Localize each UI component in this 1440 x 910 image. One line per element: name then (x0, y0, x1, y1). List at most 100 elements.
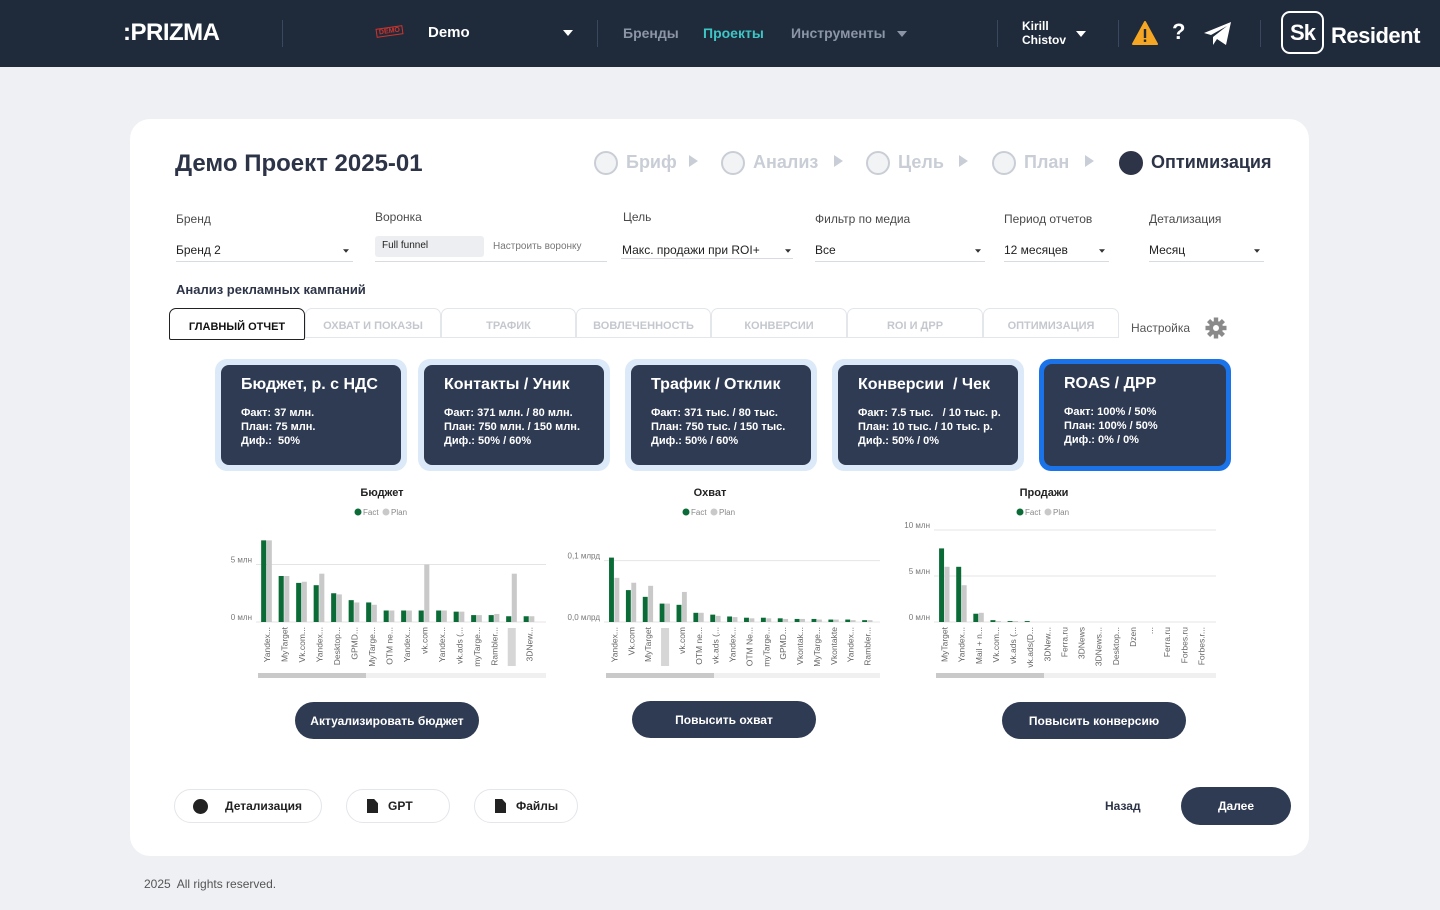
step[interactable]: План (1024, 152, 1070, 172)
section-title: Анализ рекламных кампаний (176, 282, 366, 297)
kpi-card[interactable]: ROAS / ДРР Факт: 100% / 50% План: 100% / 5… (1039, 359, 1231, 471)
step-arrow (1085, 155, 1094, 167)
filter-underline (375, 261, 607, 262)
caret (563, 30, 573, 36)
separator (597, 20, 598, 47)
step[interactable]: Цель (898, 152, 944, 172)
step[interactable]: Бриф (626, 152, 677, 172)
telegram-icon[interactable] (1203, 21, 1233, 47)
step-arrow (959, 155, 968, 167)
filter-underline (815, 261, 985, 262)
footer-button[interactable]: GPT (346, 789, 450, 823)
warning-icon[interactable] (1132, 21, 1158, 45)
filter-label: Цель (623, 210, 652, 224)
tab[interactable]: ТРАФИК (441, 308, 576, 338)
user-last[interactable]: Chistov (1022, 33, 1067, 47)
filter-underline (176, 261, 353, 262)
partner-name[interactable]: Resident (1331, 23, 1420, 48)
filter-value[interactable]: Все (815, 243, 836, 257)
footer-button[interactable]: Детализация (174, 789, 322, 823)
filter-label: Период отчетов (1004, 212, 1093, 226)
settings-label[interactable]: Настройка (1131, 321, 1191, 335)
logo[interactable]: :PRIZMA (123, 19, 220, 46)
partner-mark: Sk (1290, 19, 1316, 45)
file-icon (367, 799, 378, 813)
filter-value[interactable]: Бренд 2 (176, 243, 221, 257)
kpi-card[interactable]: Бюджет, р. с НДС Факт: 37 млн. План: 75 мл… (215, 359, 407, 471)
kpi-card[interactable]: Конверсии / Чек Факт: 7.5 тыс. / 10 тыс. … (832, 359, 1024, 471)
button-label: Файлы (516, 799, 559, 813)
caret (1076, 31, 1086, 37)
tab-label: ГЛАВНЫЙ ОТЧЕТ (188, 321, 286, 333)
step-arrow (689, 155, 698, 167)
tab[interactable]: ROI И ДРР (847, 308, 983, 338)
funnel-chip[interactable] (375, 236, 484, 257)
nav-link[interactable]: Бренды (623, 25, 679, 41)
kpi-line: План: 10 тыс. / 10 тыс. р. (858, 421, 993, 433)
filter-label: Детализация (1149, 212, 1222, 226)
back-button[interactable]: Назад (1105, 799, 1141, 813)
partner-logo[interactable]: Sk (1281, 11, 1324, 54)
filter-value[interactable]: Месяц (1149, 243, 1186, 257)
funnel-value[interactable]: Full funnel (382, 240, 429, 251)
footer-button[interactable]: Файлы (474, 789, 578, 823)
chart-action-button[interactable]: Повысить конверсию (1002, 702, 1186, 739)
chart-action-button[interactable]: Актуализировать бюджет (295, 702, 479, 739)
copyright: 2025 All rights reserved. (144, 877, 277, 891)
kpi-line: Факт: 371 тыс. / 80 тыс. (651, 407, 778, 419)
step[interactable]: Оптимизация (1151, 152, 1272, 172)
tab[interactable]: ОПТИМИЗАЦИЯ (983, 308, 1119, 338)
kpi-body: Трафик / Отклик Факт: 371 тыс. / 80 тыс. П… (631, 365, 811, 465)
tab-label: КОНВЕРСИИ (744, 320, 814, 332)
info-icon (193, 798, 208, 814)
kpi-line: План: 100% / 50% (1064, 420, 1158, 432)
kpi-line: Факт: 7.5 тыс. / 10 тыс. р. (858, 407, 1001, 419)
kpi-line: План: 750 млн. / 150 млн. (444, 421, 581, 433)
filter-value[interactable]: 12 месяцев (1004, 243, 1068, 257)
kpi-title: Бюджет, р. с НДС (241, 376, 378, 393)
tab[interactable]: КОНВЕРСИИ (711, 308, 847, 338)
tab-label: ОХВАТ И ПОКАЗЫ (323, 320, 423, 332)
user-first[interactable]: Kirill (1022, 19, 1049, 33)
funnel-plus (472, 238, 478, 248)
nav-link[interactable]: Проекты (703, 25, 764, 41)
settings-gear[interactable] (1205, 317, 1227, 339)
tab[interactable]: ОХВАТ И ПОКАЗЫ (305, 308, 441, 338)
button-label: Актуализировать бюджет (310, 713, 464, 728)
filter-label: Фильтр по медиа (815, 212, 911, 226)
button-label: Далее (1217, 799, 1255, 813)
filter-underline (1149, 261, 1264, 262)
kpi-line: Диф.: 50% / 60% (651, 435, 739, 447)
tab[interactable]: ГЛАВНЫЙ ОТЧЕТ (169, 308, 305, 340)
kpi-title: Трафик / Отклик (651, 376, 781, 393)
filter-value[interactable]: Макс. продажи при ROI+ (622, 243, 760, 257)
button-label: Повысить конверсию (1028, 713, 1160, 728)
step[interactable]: Анализ (753, 152, 819, 172)
help-icon[interactable]: ? (1172, 19, 1186, 44)
kpi-line: Диф.: 50% / 60% (444, 435, 532, 447)
funnel-action[interactable]: Настроить воронку (493, 241, 582, 252)
step-icon (992, 151, 1016, 175)
tab[interactable]: ВОВЛЕЧЕННОСТЬ (576, 308, 711, 338)
kpi-body: ROAS / ДРР Факт: 100% / 50% План: 100% / 5… (1044, 364, 1226, 466)
tab-label: ОПТИМИЗАЦИЯ (1007, 320, 1095, 332)
button-label: Детализация (225, 799, 302, 813)
kpi-line: План: 750 тыс. / 150 тыс. (651, 421, 786, 433)
gear-glyph (1205, 317, 1227, 339)
kpi-card[interactable]: Трафик / Отклик Факт: 371 тыс. / 80 тыс. П… (625, 359, 817, 471)
tab-label: ТРАФИК (486, 320, 531, 332)
next-button[interactable]: Далее (1181, 787, 1291, 825)
kpi-line: Факт: 37 млн. (241, 407, 315, 419)
chart-action-button[interactable]: Повысить охват (632, 701, 816, 738)
caret (785, 249, 791, 253)
warning-glyph (1132, 21, 1158, 45)
workspace[interactable]: Demo (428, 24, 470, 41)
separator (1260, 20, 1261, 47)
caret (1099, 249, 1105, 253)
nav-link[interactable]: Инструменты (791, 25, 886, 41)
kpi-body: Бюджет, р. с НДС Факт: 37 млн. План: 75 мл… (221, 365, 401, 465)
step-icon (866, 151, 890, 175)
kpi-card[interactable]: Контакты / Уник Факт: 371 млн. / 80 млн. П… (418, 359, 610, 471)
caret (897, 31, 907, 37)
